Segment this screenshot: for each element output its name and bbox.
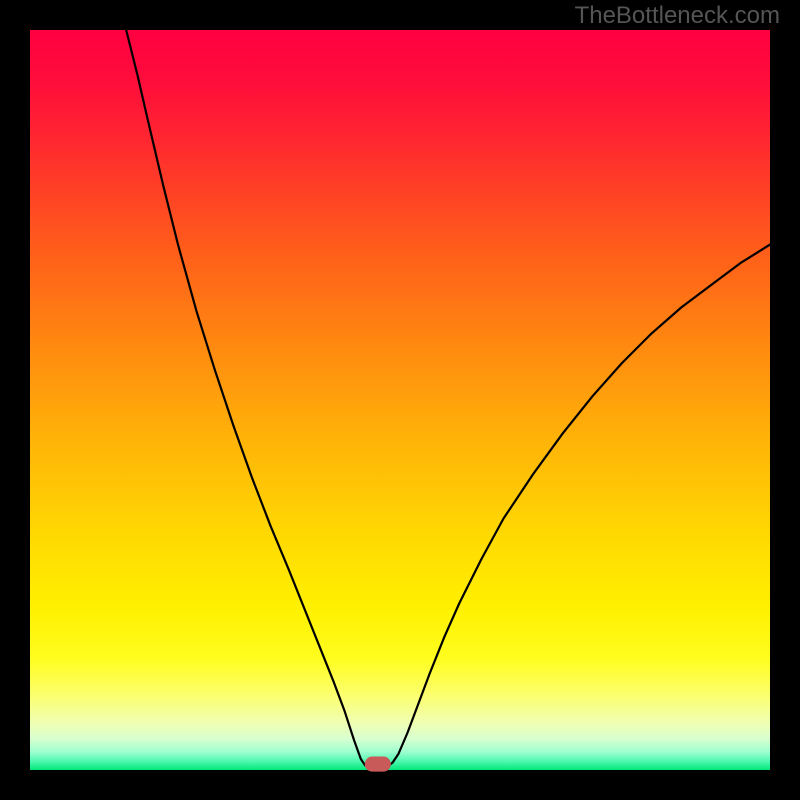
bottleneck-curve — [126, 30, 770, 767]
chart-container: TheBottleneck.com — [0, 0, 800, 800]
plot-svg — [0, 0, 800, 800]
watermark-text: TheBottleneck.com — [575, 2, 780, 30]
optimum-marker — [365, 757, 390, 771]
